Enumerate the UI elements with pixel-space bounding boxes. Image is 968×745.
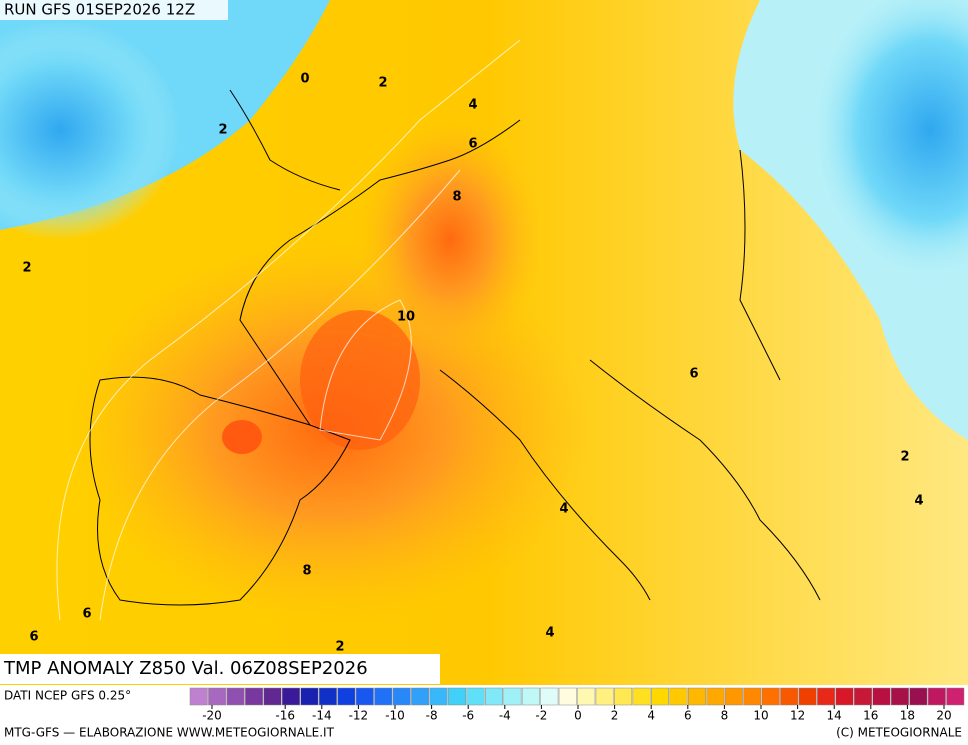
colorbar-swatch — [761, 687, 780, 706]
contour-label: 4 — [545, 626, 554, 641]
colorbar-swatch — [706, 687, 725, 706]
colorbar-tick-label: -2 — [535, 709, 547, 723]
hot-core — [300, 310, 420, 450]
contour-label: 2 — [378, 76, 387, 91]
contour-label: 6 — [82, 607, 91, 622]
contour-label: 6 — [468, 137, 477, 152]
cold-area — [810, 0, 968, 280]
colorbar-tick-label: -14 — [312, 709, 332, 723]
colorbar-swatch — [448, 687, 467, 706]
colorbar-tick-label: -6 — [462, 709, 474, 723]
run-label: RUN GFS 01SEP2026 12Z — [4, 1, 195, 19]
colorbar-swatch — [614, 687, 633, 706]
colorbar-tick-label: 16 — [863, 709, 878, 723]
colorbar-swatch — [669, 687, 688, 706]
colorbar-swatch — [503, 687, 522, 706]
warm-area — [360, 120, 540, 360]
map-title: TMP ANOMALY Z850 Val. 06Z08SEP2026 — [3, 658, 368, 679]
colorbar-swatch — [540, 687, 559, 706]
colorbar-tick-label: 4 — [647, 709, 655, 723]
colorbar-swatch — [651, 687, 670, 706]
colorbar-swatch — [577, 687, 596, 706]
colorbar-swatch — [411, 687, 430, 706]
colorbar-swatch — [466, 687, 485, 706]
colorbar-swatch — [632, 687, 651, 706]
colorbar-swatch — [890, 687, 909, 706]
header-box — [0, 0, 228, 20]
contour-label: 2 — [335, 640, 344, 655]
colorbar-swatch — [780, 687, 799, 706]
contour-label: 4 — [468, 98, 477, 113]
colorbar-tick-label: 2 — [611, 709, 619, 723]
colorbar: -20 -16 -14 -12 -10 -8 -6 -4 -2 0 2 4 6 8 10 12 14 16 18 20 — [189, 687, 965, 723]
colorbar-swatch — [927, 687, 946, 706]
contour-label: 8 — [452, 190, 461, 205]
contour-label: 2 — [900, 450, 909, 465]
colorbar-tick-label: -8 — [426, 709, 438, 723]
contour-label: 6 — [29, 630, 38, 645]
source-label: DATI NCEP GFS 0.25° — [4, 689, 131, 703]
colorbar-swatch — [946, 687, 965, 706]
colorbar-swatch — [595, 687, 614, 706]
colorbar-swatch — [392, 687, 411, 706]
colorbar-swatch — [558, 687, 577, 706]
contour-label: 4 — [914, 494, 923, 509]
contour-label: 2 — [22, 261, 31, 276]
colorbar-swatch — [208, 687, 227, 706]
cold-area — [0, 20, 180, 240]
contour-labels: 0 2 4 2 6 8 2 10 6 2 4 4 8 6 6 2 4 — [22, 72, 923, 655]
colorbar-tick-label: -12 — [349, 709, 369, 723]
colorbar-swatch — [743, 687, 762, 706]
footer-right: (C) METEOGIORNALE — [836, 726, 962, 740]
colorbar-swatch — [854, 687, 872, 706]
colorbar-swatch — [355, 687, 374, 706]
colorbar-tick-label: -4 — [499, 709, 511, 723]
colorbar-swatch — [909, 687, 928, 706]
title-box — [0, 654, 440, 684]
coastlines — [89, 89, 821, 606]
colorbar-tick-label: 18 — [900, 709, 915, 723]
colorbar-swatch — [872, 687, 891, 706]
colorbar-tick-label: -20 — [202, 709, 222, 723]
map: 0 2 4 2 6 8 2 10 6 2 4 4 8 6 6 2 4 TMP ANOMALY Z850 Val.… — [0, 0, 968, 685]
contour-label: 4 — [559, 502, 568, 517]
colorbar-swatch — [245, 687, 264, 706]
colorbar-tick-label: -16 — [275, 709, 295, 723]
colorbar-tick-label: 6 — [684, 709, 692, 723]
colorbar-tick-label: 8 — [721, 709, 729, 723]
colorbar-tick-label: 10 — [753, 709, 768, 723]
colorbar-swatch — [337, 687, 356, 706]
colorbar-swatch — [521, 687, 540, 706]
colorbar-swatch — [484, 687, 503, 706]
colorbar-swatch — [374, 687, 393, 706]
hot-core — [222, 420, 262, 454]
colorbar-swatch — [724, 687, 743, 706]
colorbar-swatch — [263, 687, 282, 706]
footer-left: MTG-GFS — ELABORAZIONE WWW.METEOGIORNALE… — [4, 726, 335, 740]
colorbar-swatch — [798, 687, 817, 706]
contour-label: 2 — [218, 123, 227, 138]
colorbar-swatch — [687, 687, 706, 706]
colorbar-swatch — [189, 687, 208, 706]
colorbar-tick-label: 0 — [574, 709, 582, 723]
colorbar-swatch — [835, 687, 854, 706]
colorbar-swatch — [226, 687, 245, 706]
contour-label: 10 — [397, 310, 415, 325]
colorbar-swatch — [300, 687, 319, 706]
contour-label: 6 — [689, 367, 698, 382]
colorbar-tick-label: -10 — [385, 709, 405, 723]
isolines — [56, 39, 521, 621]
colorbar-swatch — [429, 687, 448, 706]
colorbar-swatch — [817, 687, 836, 706]
contour-label: 0 — [300, 72, 309, 87]
contour-label: 8 — [302, 564, 311, 579]
colorbar-swatch — [282, 687, 300, 706]
colorbar-tick-label: 14 — [827, 709, 842, 723]
colorbar-swatch — [318, 687, 337, 706]
colorbar-tick-label: 20 — [936, 709, 951, 723]
colorbar-tick-label: 12 — [790, 709, 805, 723]
